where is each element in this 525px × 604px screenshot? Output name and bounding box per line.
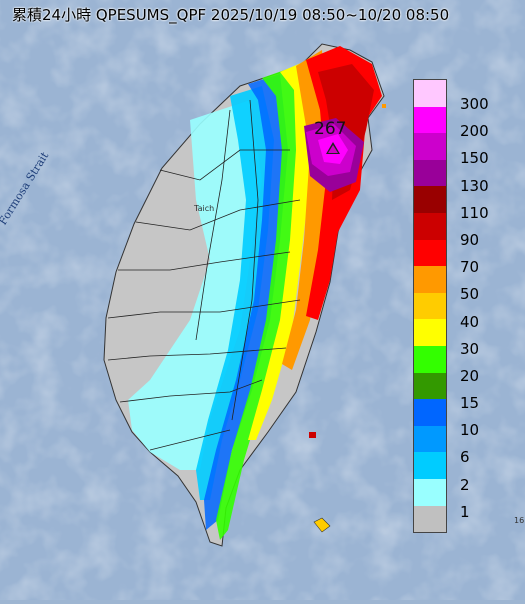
- legend-swatch: [413, 106, 447, 134]
- legend-swatch: [413, 505, 447, 534]
- city-label: Taich: [194, 204, 215, 213]
- green-island: [309, 432, 316, 438]
- peak-triangle-icon: [326, 142, 340, 154]
- legend-label: 10: [460, 421, 480, 440]
- legend-swatch: [413, 239, 447, 267]
- legend-label: 2: [460, 475, 470, 494]
- legend-swatch: [413, 292, 447, 320]
- legend-label: 110: [460, 203, 489, 222]
- legend-label: 200: [460, 122, 489, 141]
- legend-label: 300: [460, 95, 489, 113]
- rain-band-yellow: [248, 60, 312, 440]
- legend-label: 20: [460, 366, 480, 385]
- legend-swatch: [413, 372, 447, 400]
- legend-label: 1: [460, 502, 470, 521]
- legend-swatch: [413, 478, 447, 506]
- legend-swatch: [413, 452, 447, 479]
- legend-label: 130: [460, 176, 489, 195]
- legend-swatch: [413, 266, 447, 293]
- legend-swatch: [413, 159, 447, 187]
- rain-band-light-blue: [196, 86, 274, 500]
- legend-swatch: [413, 345, 447, 373]
- legend-labels: 300 200 150 130 110 90 70 50 40 30 20 15 10 6 2 1: [460, 95, 489, 532]
- map-title: 累積24小時 QPESUMS_QPF 2025/10/19 08:50~10/2…: [12, 6, 450, 24]
- legend-label: 90: [460, 230, 480, 249]
- legend-label: 30: [460, 339, 480, 358]
- edge-label: 16: [514, 516, 525, 525]
- legend-swatch: [413, 79, 447, 107]
- rain-band-green: [216, 66, 302, 540]
- legend-label: 50: [460, 285, 480, 304]
- legend-swatch: [413, 399, 447, 426]
- peak-value-label: 267: [314, 119, 347, 139]
- legend-swatch: [413, 319, 447, 346]
- legend-swatch: [413, 212, 447, 240]
- legend-label: 70: [460, 258, 480, 277]
- legend-label: 40: [460, 312, 480, 331]
- orchid-island: [313, 517, 331, 533]
- rain-band-blue: [204, 74, 288, 530]
- rain-band-cyan: [128, 100, 262, 470]
- boundary-lines: [107, 99, 301, 451]
- legend-swatch: [413, 133, 447, 160]
- color-legend: [413, 79, 447, 534]
- legend-label: 15: [460, 394, 480, 413]
- legend-label: 6: [460, 448, 470, 467]
- legend-label: 150: [460, 149, 489, 168]
- legend-swatch: [413, 186, 447, 213]
- keelung-islet: [382, 104, 386, 108]
- legend-swatch: [413, 425, 447, 453]
